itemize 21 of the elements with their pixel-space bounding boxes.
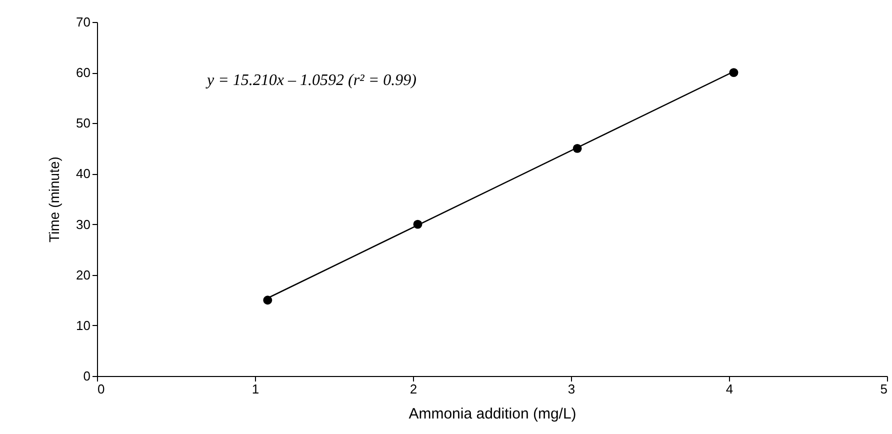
annotation: y = 15.210x – 1.0592 (r² = 0.99): [205, 72, 416, 89]
y-tick-label: 30: [76, 216, 90, 232]
y-tick-label: 10: [76, 318, 90, 333]
point: [263, 296, 272, 305]
y-tick-label: 40: [76, 166, 90, 182]
point: [572, 144, 582, 153]
x-tick-label: 1: [252, 382, 260, 396]
x-axis-title: Ammonia addition (mg/L): [408, 406, 576, 422]
x-tick-label: 3: [568, 382, 576, 396]
y-tick-label: 70: [76, 14, 90, 30]
x-tick-label: 2: [410, 382, 418, 396]
point: [729, 68, 738, 78]
x-tick-label: 0: [98, 382, 105, 396]
y-tick-label: 50: [76, 116, 90, 131]
point: [413, 220, 422, 229]
y-axis-title: Time (minute): [46, 156, 62, 242]
x-tick-label: 4: [726, 382, 734, 396]
y-tick-label: 20: [76, 267, 90, 282]
x-tick-label: 5: [880, 382, 888, 396]
y-tick-label: 0: [83, 368, 90, 384]
y-tick-label: 60: [76, 65, 90, 80]
